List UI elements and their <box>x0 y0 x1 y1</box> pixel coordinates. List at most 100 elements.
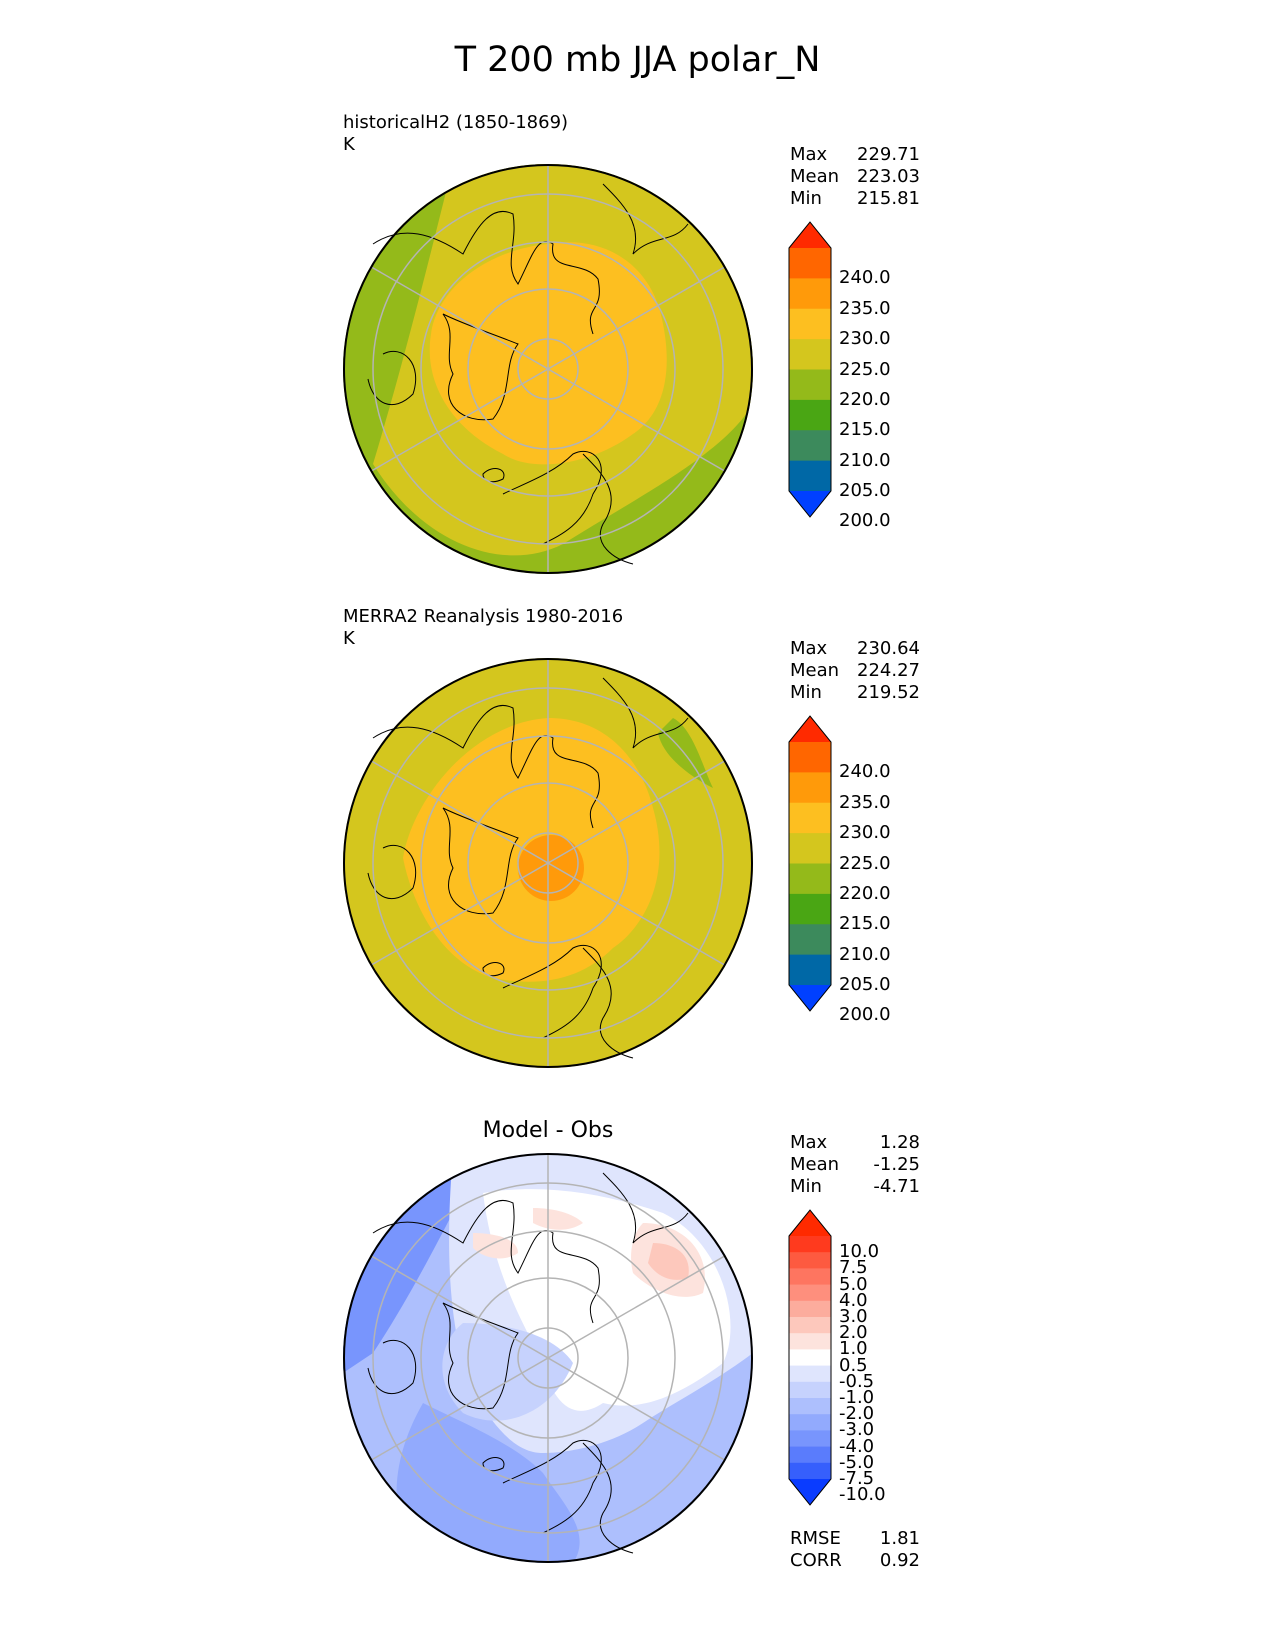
colorbar-band <box>789 1381 831 1399</box>
colorbar-extend-max <box>789 716 831 742</box>
colorbar-tick-label: 210.0 <box>839 943 891 965</box>
colorbar-tick-label: 4.0 <box>839 1289 868 1311</box>
colorbar-band <box>789 1349 831 1367</box>
colorbar-tick-label: 230.0 <box>839 822 891 844</box>
colorbar-tick-label: 230.0 <box>839 328 891 350</box>
colorbar-band <box>789 278 831 310</box>
panel2-graticule <box>370 658 726 1068</box>
metric-label: CORR <box>790 1550 842 1571</box>
colorbar-band <box>789 460 831 492</box>
panel3-stats: Max 1.28 Mean -1.25 Min -4.71 <box>790 1132 920 1198</box>
panel1-polar-map <box>343 164 753 574</box>
panel2-label: MERRA2 Reanalysis 1980-2016 K <box>343 606 623 650</box>
panel1-label: historicalH2 (1850-1869) K <box>343 112 568 156</box>
stat-value: 223.03 <box>857 166 920 187</box>
colorbar-band <box>789 1252 831 1269</box>
colorbar-tick-label: -0.5 <box>839 1370 875 1392</box>
colorbar-tick-label: -2.0 <box>839 1403 875 1425</box>
panel1-colorbar: 240.0 235.0 230.0 225.0 220.0 215.0 210.0 205.0… <box>788 221 919 530</box>
colorbar-band <box>789 1430 831 1448</box>
colorbar-band <box>789 863 831 895</box>
stat-label: Mean <box>790 1154 840 1175</box>
panel3-coastlines <box>367 1172 689 1554</box>
stat-label: Min <box>790 682 822 703</box>
stat-value: 230.64 <box>857 638 920 659</box>
panel2-title: MERRA2 Reanalysis 1980-2016 <box>343 606 624 627</box>
colorbar-extend-min <box>789 1479 831 1505</box>
colorbar-tick-label: 205.0 <box>839 480 891 501</box>
colorbar-tick-label: 220.0 <box>839 882 891 904</box>
colorbar-tick-label: 225.0 <box>839 852 891 874</box>
stat-value: 215.81 <box>857 188 920 209</box>
panel1-stats: Max 229.71 Mean 223.03 Min 215.81 <box>790 144 920 210</box>
colorbar-band <box>789 1462 831 1480</box>
panel2-stats: Max 230.64 Mean 224.27 Min 219.52 <box>790 638 920 704</box>
colorbar-tick-label: 200.0 <box>839 1004 891 1026</box>
colorbar-outline <box>788 1209 832 1506</box>
colorbar-band <box>789 1414 831 1431</box>
colorbar-band <box>789 430 831 462</box>
colorbar-band <box>789 1333 831 1350</box>
colorbar-extend-min <box>789 491 831 517</box>
metric-label: RMSE <box>790 1528 841 1549</box>
panel3-polar-map <box>343 1153 753 1563</box>
colorbar-tick-label: 2.0 <box>839 1322 868 1344</box>
colorbar-band <box>789 1365 831 1383</box>
stat-value: 224.27 <box>857 660 920 681</box>
stat-label: Mean <box>790 660 840 681</box>
colorbar-outline <box>788 715 832 1012</box>
colorbar-tick-label: 240.0 <box>839 761 891 783</box>
colorbar-band <box>789 742 831 773</box>
panel2-colorbar: 240.0 235.0 230.0 225.0 220.0 215.0 210.0 205.0… <box>788 715 919 1024</box>
panel2-units: K <box>343 628 355 649</box>
colorbar-extend-min <box>789 985 831 1011</box>
colorbar-graphic <box>788 715 832 1012</box>
stat-label: Max <box>790 638 828 659</box>
colorbar-tick-label: 3.0 <box>839 1306 868 1327</box>
panel1-title: historicalH2 (1850-1869) <box>343 112 569 133</box>
colorbar-band <box>789 924 831 956</box>
figure-title: T 200 mb JJA polar_N <box>454 40 821 80</box>
panel3-colorbar: 10.0 7.5 5.0 4.0 3.0 2.0 1.0 0.5 -0.5 -1.0 -2.0 -3.… <box>788 1209 919 1506</box>
colorbar-band <box>789 369 831 401</box>
colorbar-extend-max <box>789 1210 831 1236</box>
colorbar-band <box>789 1236 831 1253</box>
colorbar-tick-label: -1.0 <box>839 1387 875 1408</box>
colorbar-outline <box>788 221 832 518</box>
colorbar-tick-label: 220.0 <box>839 388 891 410</box>
colorbar-tick-label: -5.0 <box>839 1451 875 1473</box>
colorbar-band <box>789 308 831 340</box>
colorbar-tick-label: 5.0 <box>839 1273 868 1295</box>
colorbar-band <box>789 1317 831 1334</box>
colorbar-tick-label: -7.5 <box>839 1468 875 1489</box>
colorbar-tick-label: 210.0 <box>839 449 891 471</box>
stat-value: -1.25 <box>873 1154 920 1175</box>
colorbar-tick-label: 200.0 <box>839 510 891 532</box>
colorbar-tick-label: 0.5 <box>839 1354 868 1376</box>
colorbar-band <box>789 1398 831 1415</box>
colorbar-band <box>789 893 831 925</box>
colorbar-tick-label: -10.0 <box>839 1484 886 1506</box>
colorbar-band <box>789 339 831 370</box>
stat-value: 219.52 <box>857 682 920 703</box>
colorbar-band <box>789 399 831 431</box>
colorbar-band <box>789 1446 831 1464</box>
colorbar-band <box>789 802 831 834</box>
colorbar-graphic <box>788 1209 832 1506</box>
panel3-graticule <box>370 1153 726 1563</box>
stat-value: -4.71 <box>873 1176 920 1197</box>
colorbar-band <box>789 833 831 864</box>
colorbar-tick-label: 205.0 <box>839 974 891 995</box>
colorbar-band <box>789 1268 831 1286</box>
colorbar-tick-label: 1.0 <box>839 1338 868 1360</box>
colorbar-tick-label: 10.0 <box>839 1241 880 1263</box>
metric-value: 1.81 <box>879 1528 920 1549</box>
colorbar-band <box>789 1300 831 1318</box>
colorbar-extend-max <box>789 222 831 248</box>
stat-label: Max <box>790 144 828 165</box>
stat-label: Max <box>790 1132 828 1153</box>
colorbar-tick-label: 235.0 <box>839 297 891 319</box>
colorbar-tick-label: 225.0 <box>839 358 891 380</box>
colorbar-tick-label: 215.0 <box>839 419 891 441</box>
colorbar-tick-label: -4.0 <box>839 1435 875 1457</box>
